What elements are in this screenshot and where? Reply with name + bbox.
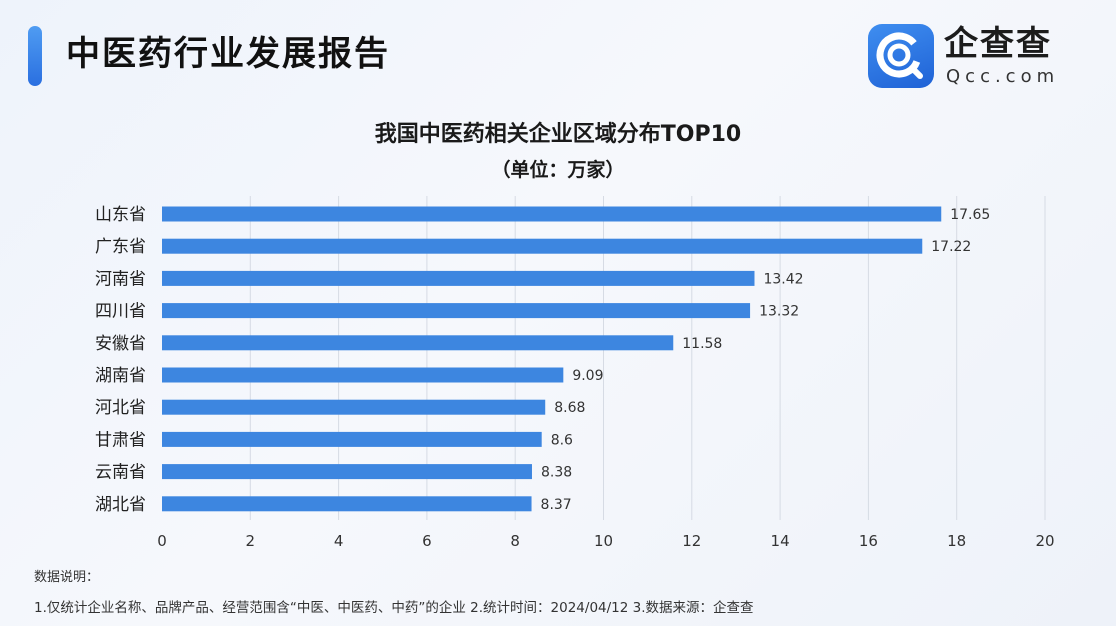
- value-label: 17.22: [931, 239, 971, 255]
- notes-text: 1.仅统计企业名称、品牌产品、经营范围含“中医、中医药、中药”的企业 2.统计时…: [34, 600, 754, 616]
- qcc-logo-icon: [868, 24, 934, 88]
- value-label: 8.38: [541, 465, 572, 481]
- category-label: 湖南省: [95, 366, 146, 386]
- value-label: 11.58: [682, 336, 722, 352]
- x-tick-label: 2: [246, 532, 256, 550]
- category-label: 河南省: [95, 269, 146, 289]
- category-label: 云南省: [95, 463, 146, 483]
- bar: [162, 206, 942, 222]
- chart-subtitle: （单位：万家）: [491, 159, 625, 181]
- value-label: 8.37: [541, 497, 572, 513]
- x-tick-label: 6: [422, 532, 432, 550]
- report-title: 中医药行业发展报告: [66, 34, 390, 74]
- x-tick-label: 0: [157, 532, 167, 550]
- category-label: 湖北省: [95, 495, 146, 515]
- value-label: 8.68: [554, 400, 585, 416]
- category-label: 安徽省: [95, 334, 146, 354]
- bar: [162, 335, 674, 351]
- chart-title: 我国中医药相关企业区域分布TOP10: [374, 122, 742, 147]
- category-label: 甘肃省: [95, 430, 146, 450]
- category-label: 广东省: [95, 237, 146, 257]
- value-label: 9.09: [572, 368, 603, 384]
- bar: [162, 431, 542, 447]
- bar: [162, 399, 546, 415]
- x-tick-label: 16: [859, 532, 878, 550]
- title-accent-bar: [28, 26, 42, 86]
- bar: [162, 270, 755, 286]
- notes-heading: 数据说明：: [34, 570, 100, 585]
- brand-name: 企查查: [944, 24, 1052, 64]
- x-tick-label: 12: [682, 532, 701, 550]
- category-label: 河北省: [95, 398, 146, 418]
- value-label: 8.6: [551, 432, 573, 448]
- bar: [162, 367, 564, 383]
- value-label: 17.65: [950, 207, 990, 223]
- category-label: 四川省: [95, 302, 146, 322]
- x-tick-label: 18: [947, 532, 966, 550]
- x-tick-label: 10: [594, 532, 613, 550]
- value-label: 13.42: [763, 271, 803, 287]
- x-tick-label: 8: [510, 532, 520, 550]
- bar: [162, 303, 751, 319]
- brand-url: Qcc.com: [946, 66, 1060, 87]
- bar: [162, 238, 923, 254]
- category-label: 山东省: [95, 205, 146, 225]
- bar: [162, 464, 532, 480]
- bar: [162, 496, 532, 512]
- x-tick-label: 14: [771, 532, 790, 550]
- value-label: 13.32: [759, 304, 799, 320]
- x-tick-label: 20: [1035, 532, 1054, 550]
- x-tick-label: 4: [334, 532, 344, 550]
